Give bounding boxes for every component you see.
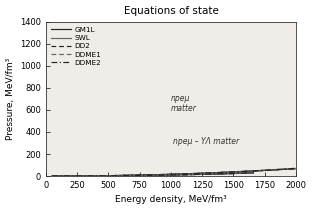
Legend: GM1L, SWL, DD2, DDME1, DDME2: GM1L, SWL, DD2, DDME1, DDME2 — [48, 24, 104, 69]
DDME2 — [235, 171, 239, 173]
GM1L — [192, 172, 196, 175]
DD2 — [206, 172, 209, 174]
DDME2 — [50, 175, 54, 177]
DD2 — [65, 175, 69, 177]
DDME2 — [260, 169, 264, 172]
Line: GM1L: GM1L — [52, 169, 296, 176]
SWL — [294, 167, 298, 170]
GM1L — [198, 172, 202, 175]
DD2 — [235, 171, 239, 173]
SWL — [198, 172, 202, 175]
DDME1 — [65, 175, 69, 177]
DDME2 — [206, 172, 209, 174]
DDME1 — [235, 170, 239, 173]
SWL — [206, 172, 209, 174]
Line: DDME1: DDME1 — [52, 168, 296, 176]
GM1L — [65, 175, 69, 177]
Line: DDME2: DDME2 — [52, 168, 296, 176]
DDME2 — [198, 172, 202, 175]
DD2 — [50, 175, 54, 177]
SWL — [192, 172, 196, 175]
SWL — [65, 175, 69, 177]
X-axis label: Energy density, MeV/fm³: Energy density, MeV/fm³ — [115, 196, 227, 205]
Title: Equations of state: Equations of state — [124, 5, 218, 16]
DD2 — [294, 167, 298, 170]
DDME1 — [50, 175, 54, 177]
DD2 — [192, 172, 196, 175]
DDME1 — [260, 169, 264, 172]
DD2 — [260, 169, 264, 172]
DDME2 — [294, 167, 298, 170]
Text: npeμ
matter: npeμ matter — [171, 94, 197, 113]
Line: SWL: SWL — [52, 168, 296, 176]
DDME1 — [198, 172, 202, 175]
Line: DD2: DD2 — [52, 169, 296, 176]
DDME2 — [192, 172, 196, 175]
Text: npeμ – YΛ matter: npeμ – YΛ matter — [173, 137, 240, 146]
GM1L — [235, 171, 239, 173]
SWL — [235, 171, 239, 173]
GM1L — [206, 172, 209, 174]
Y-axis label: Pressure, MeV/fm³: Pressure, MeV/fm³ — [6, 58, 15, 140]
DDME1 — [206, 172, 209, 174]
DDME1 — [192, 172, 196, 175]
SWL — [260, 169, 264, 172]
GM1L — [260, 169, 264, 172]
DDME2 — [65, 175, 69, 177]
SWL — [50, 175, 54, 177]
GM1L — [294, 167, 298, 170]
DD2 — [198, 172, 202, 175]
GM1L — [50, 175, 54, 177]
DDME1 — [294, 167, 298, 169]
